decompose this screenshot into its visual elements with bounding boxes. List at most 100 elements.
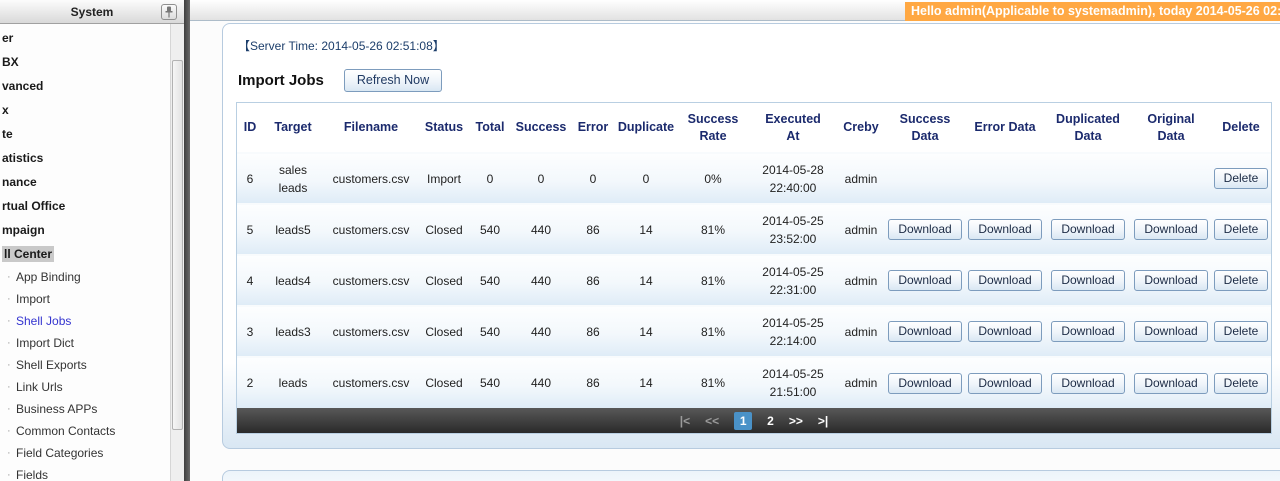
page-number-2[interactable]: 2 bbox=[767, 413, 774, 428]
cell-executed_at: 2014-05-25 22:31:00 bbox=[749, 254, 837, 306]
bullet-dot-icon: · bbox=[7, 293, 11, 305]
sidebar-item[interactable]: x bbox=[0, 98, 170, 122]
bullet-dot-icon: · bbox=[7, 403, 11, 415]
page-next-button[interactable]: >> bbox=[788, 413, 803, 428]
sidebar-item[interactable]: mpaign bbox=[0, 218, 170, 242]
lower-panel bbox=[222, 470, 1280, 481]
cell-duplicated-data bbox=[1045, 152, 1131, 204]
bullet-dot-icon: · bbox=[7, 271, 11, 283]
sidebar-item[interactable]: ll Center bbox=[0, 242, 170, 266]
sidebar-subitem-shell-exports[interactable]: · Shell Exports bbox=[0, 354, 170, 376]
cell-id: 6 bbox=[237, 152, 263, 204]
cell-success_rate: 81% bbox=[677, 254, 749, 306]
download-duplicated-data-button[interactable]: Download bbox=[1051, 270, 1125, 291]
download-original-data-button[interactable]: Download bbox=[1134, 270, 1208, 291]
sidebar-subitem-import-dict[interactable]: · Import Dict bbox=[0, 332, 170, 354]
page-first-button[interactable]: |< bbox=[679, 413, 691, 428]
bullet-dot-icon: · bbox=[7, 469, 11, 481]
main-area: Hello admin(Applicable to systemadmin), … bbox=[190, 0, 1280, 481]
table-row: 2 leads customers.csv Closed 540 440 86 14 81% 20… bbox=[237, 356, 1271, 408]
download-success-data-button[interactable]: Download bbox=[888, 372, 962, 394]
sidebar-item[interactable]: rtual Office bbox=[0, 194, 170, 218]
cell-original-data: Download bbox=[1131, 356, 1211, 408]
cell-duplicate: 14 bbox=[615, 356, 677, 408]
sidebar-item[interactable]: er bbox=[0, 26, 170, 50]
page-last-button[interactable]: >| bbox=[817, 413, 829, 428]
cell-original-data bbox=[1131, 152, 1211, 204]
cell-total: 0 bbox=[469, 152, 511, 204]
download-success-data-button[interactable]: Download bbox=[888, 321, 962, 342]
cell-target: leads bbox=[263, 356, 323, 408]
table-row: 4 leads4 customers.csv Closed 540 440 86 14 81% 2… bbox=[237, 254, 1271, 306]
cell-target: leads3 bbox=[263, 305, 323, 357]
download-error-data-button[interactable]: Download bbox=[968, 321, 1042, 342]
refresh-now-button[interactable]: Refresh Now bbox=[343, 69, 443, 92]
sidebar-subitem-import[interactable]: · Import bbox=[0, 288, 170, 310]
delete-button[interactable]: Delete bbox=[1213, 321, 1269, 342]
download-success-data-button[interactable]: Download bbox=[888, 270, 962, 291]
cell-creby: admin bbox=[837, 152, 885, 204]
cell-status: Closed bbox=[419, 254, 469, 306]
sidebar-subitem-field-categories[interactable]: · Field Categories bbox=[0, 442, 170, 464]
delete-button[interactable]: Delete bbox=[1213, 219, 1269, 240]
import-jobs-table: ID Target Filename Status Total Success Error D… bbox=[236, 102, 1272, 434]
pagination-bar: |< << 1 2 >> >| bbox=[237, 408, 1271, 433]
download-duplicated-data-button[interactable]: Download bbox=[1051, 321, 1125, 342]
cell-executed_at: 2014-05-25 21:51:00 bbox=[749, 356, 837, 408]
cell-target: sales leads bbox=[263, 152, 323, 204]
download-original-data-button[interactable]: Download bbox=[1134, 321, 1208, 342]
pin-button[interactable] bbox=[161, 4, 177, 20]
sidebar-item[interactable]: BX bbox=[0, 50, 170, 74]
sidebar-subitem-fields[interactable]: · Fields bbox=[0, 464, 170, 481]
page-prev-button[interactable]: << bbox=[705, 413, 720, 428]
sidebar-subitem-label: Fields bbox=[16, 468, 49, 481]
sidebar-item-label: x bbox=[2, 103, 9, 117]
sidebar-item[interactable]: vanced bbox=[0, 74, 170, 98]
cell-success_rate: 81% bbox=[677, 356, 749, 408]
cell-total: 540 bbox=[469, 305, 511, 357]
sidebar-item-label: rtual Office bbox=[2, 199, 66, 213]
sidebar-scrollbar-track[interactable] bbox=[170, 24, 184, 481]
delete-button[interactable]: Delete bbox=[1213, 372, 1269, 394]
sidebar-scrollbar-thumb[interactable] bbox=[172, 60, 183, 430]
column-header: Total bbox=[469, 103, 511, 153]
bullet-dot-icon: · bbox=[7, 425, 11, 437]
sidebar-subitem-label: Import bbox=[16, 292, 51, 306]
download-error-data-button[interactable]: Download bbox=[968, 219, 1042, 240]
bullet-dot-icon: · bbox=[7, 337, 11, 349]
delete-button[interactable]: Delete bbox=[1213, 168, 1269, 189]
cell-executed_at: 2014-05-25 23:52:00 bbox=[749, 203, 837, 255]
sidebar-item[interactable]: te bbox=[0, 122, 170, 146]
cell-error: 86 bbox=[571, 254, 615, 306]
sidebar-title: System bbox=[70, 5, 114, 19]
sidebar-subitem-shell-jobs[interactable]: · Shell Jobs bbox=[0, 310, 170, 332]
welcome-text: Hello admin(Applicable to systemadmin), … bbox=[911, 4, 1280, 18]
download-duplicated-data-button[interactable]: Download bbox=[1051, 372, 1125, 394]
download-original-data-button[interactable]: Download bbox=[1134, 372, 1208, 394]
sidebar-subitem-label: Business APPs bbox=[16, 402, 98, 416]
welcome-banner: Hello admin(Applicable to systemadmin), … bbox=[905, 2, 1280, 21]
sidebar-subitem-link-urls[interactable]: · Link Urls bbox=[0, 376, 170, 398]
sidebar-item[interactable]: atistics bbox=[0, 146, 170, 170]
page-number-1[interactable]: 1 bbox=[734, 411, 753, 430]
delete-button[interactable]: Delete bbox=[1213, 270, 1269, 291]
cell-creby: admin bbox=[837, 203, 885, 255]
cell-status: Import bbox=[419, 152, 469, 204]
download-original-data-button[interactable]: Download bbox=[1134, 219, 1208, 240]
sidebar-item[interactable]: nance bbox=[0, 170, 170, 194]
sidebar-subitem-app-binding[interactable]: · App Binding bbox=[0, 266, 170, 288]
download-duplicated-data-button[interactable]: Download bbox=[1051, 219, 1125, 240]
cell-delete: Delete bbox=[1211, 356, 1271, 408]
table-row: 6 sales leads customers.csv Import 0 0 0 0 0% 201… bbox=[237, 152, 1271, 204]
sidebar-subitem-label: Import Dict bbox=[16, 336, 75, 350]
cell-status: Closed bbox=[419, 356, 469, 408]
cell-duplicated-data: Download bbox=[1045, 254, 1131, 306]
download-error-data-button[interactable]: Download bbox=[968, 270, 1042, 291]
sidebar-subitem-common-contacts[interactable]: · Common Contacts bbox=[0, 420, 170, 442]
sidebar-item-label: BX bbox=[2, 55, 19, 69]
sidebar-subitem-business-apps[interactable]: · Business APPs bbox=[0, 398, 170, 420]
download-error-data-button[interactable]: Download bbox=[968, 372, 1042, 394]
cell-success: 440 bbox=[511, 305, 571, 357]
download-success-data-button[interactable]: Download bbox=[888, 219, 962, 240]
cell-id: 4 bbox=[237, 254, 263, 306]
